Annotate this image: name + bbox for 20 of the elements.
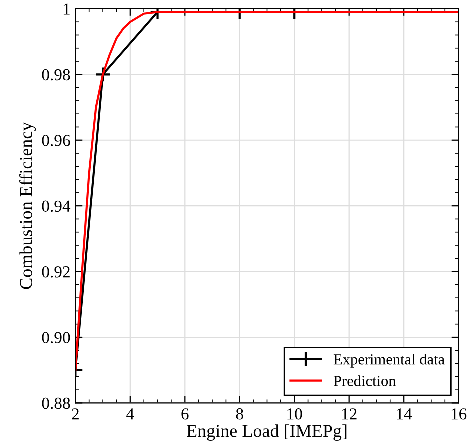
- x-tick-label: 14: [397, 408, 412, 420]
- x-tick-label: 8: [236, 408, 244, 420]
- x-tick-label: 4: [126, 408, 134, 420]
- y-tick-label: 1: [64, 4, 70, 15]
- y-axis-title: Combustion Efficiency: [19, 122, 36, 290]
- x-tick-label: 2: [72, 408, 79, 420]
- x-tick-label: 6: [182, 408, 189, 420]
- x-tick-label: 10: [288, 408, 302, 420]
- y-tick-label: 0.88: [42, 398, 70, 410]
- legend-label: Prediction: [334, 376, 396, 386]
- x-tick-label: 16: [452, 408, 467, 420]
- y-tick-label: 0.92: [42, 266, 70, 278]
- x-tick-label: 12: [342, 408, 357, 420]
- line-series: [76, 11, 459, 372]
- x-axis-title: Engine Load [IMEPg]: [187, 424, 347, 441]
- legend-label: Experimental data: [334, 354, 445, 368]
- y-tick-label: 0.94: [42, 200, 71, 212]
- y-tick-label: 0.90: [42, 332, 70, 344]
- y-tick-label: 0.96: [42, 135, 70, 146]
- y-tick-label: 0.98: [42, 69, 70, 81]
